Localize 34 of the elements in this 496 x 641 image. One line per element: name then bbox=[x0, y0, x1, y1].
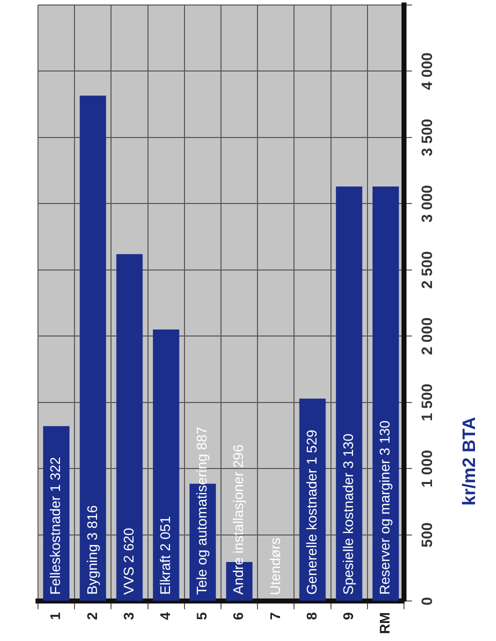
x-tick-label: 3 bbox=[120, 612, 136, 620]
data-label: Utendørs bbox=[266, 538, 283, 596]
data-label: Bygning 3 816 bbox=[84, 504, 100, 595]
y-tick-label: 3 500 bbox=[419, 118, 436, 156]
x-tick-label: 5 bbox=[194, 612, 210, 620]
x-tick-label: RM bbox=[376, 612, 393, 634]
bar bbox=[80, 96, 106, 601]
x-tick-label: 6 bbox=[230, 612, 246, 620]
y-axis-title: kr/m2 BTA bbox=[458, 416, 479, 506]
y-tick-label: 4 000 bbox=[419, 52, 436, 90]
x-tick-label: 8 bbox=[303, 612, 320, 620]
x-tick-label: 4 bbox=[156, 612, 173, 620]
data-label: Generelle kostnader 1 529 bbox=[303, 430, 320, 595]
bar bbox=[372, 186, 399, 601]
data-label: Elkraft 2 051 bbox=[156, 516, 173, 595]
y-tick-label: 0 bbox=[419, 597, 436, 606]
y-tick-label: 500 bbox=[419, 522, 436, 548]
data-label: Reserver og marginer 3 130 bbox=[376, 420, 393, 595]
bar bbox=[116, 254, 143, 601]
bar bbox=[336, 186, 362, 601]
y-tick-label: 3 000 bbox=[419, 184, 436, 223]
x-tick-label: 9 bbox=[340, 612, 356, 620]
data-label: Felleskostnader 1 322 bbox=[47, 456, 64, 595]
y-tick-label: 1 500 bbox=[419, 384, 436, 422]
x-tick-label: 2 bbox=[84, 612, 100, 620]
y-tick-label: 2 000 bbox=[419, 317, 436, 356]
y-tick-label: 1 000 bbox=[419, 450, 436, 488]
bar bbox=[152, 329, 180, 601]
x-tick-label: 1 bbox=[47, 612, 64, 620]
data-label: VVS 2 620 bbox=[120, 528, 136, 595]
data-label: Tele og automatisering 887 bbox=[194, 426, 210, 595]
data-label: Spesielle kostnader 3 130 bbox=[340, 433, 356, 595]
x-tick-label: 7 bbox=[266, 612, 283, 620]
y-tick-label: 2 500 bbox=[419, 251, 436, 289]
